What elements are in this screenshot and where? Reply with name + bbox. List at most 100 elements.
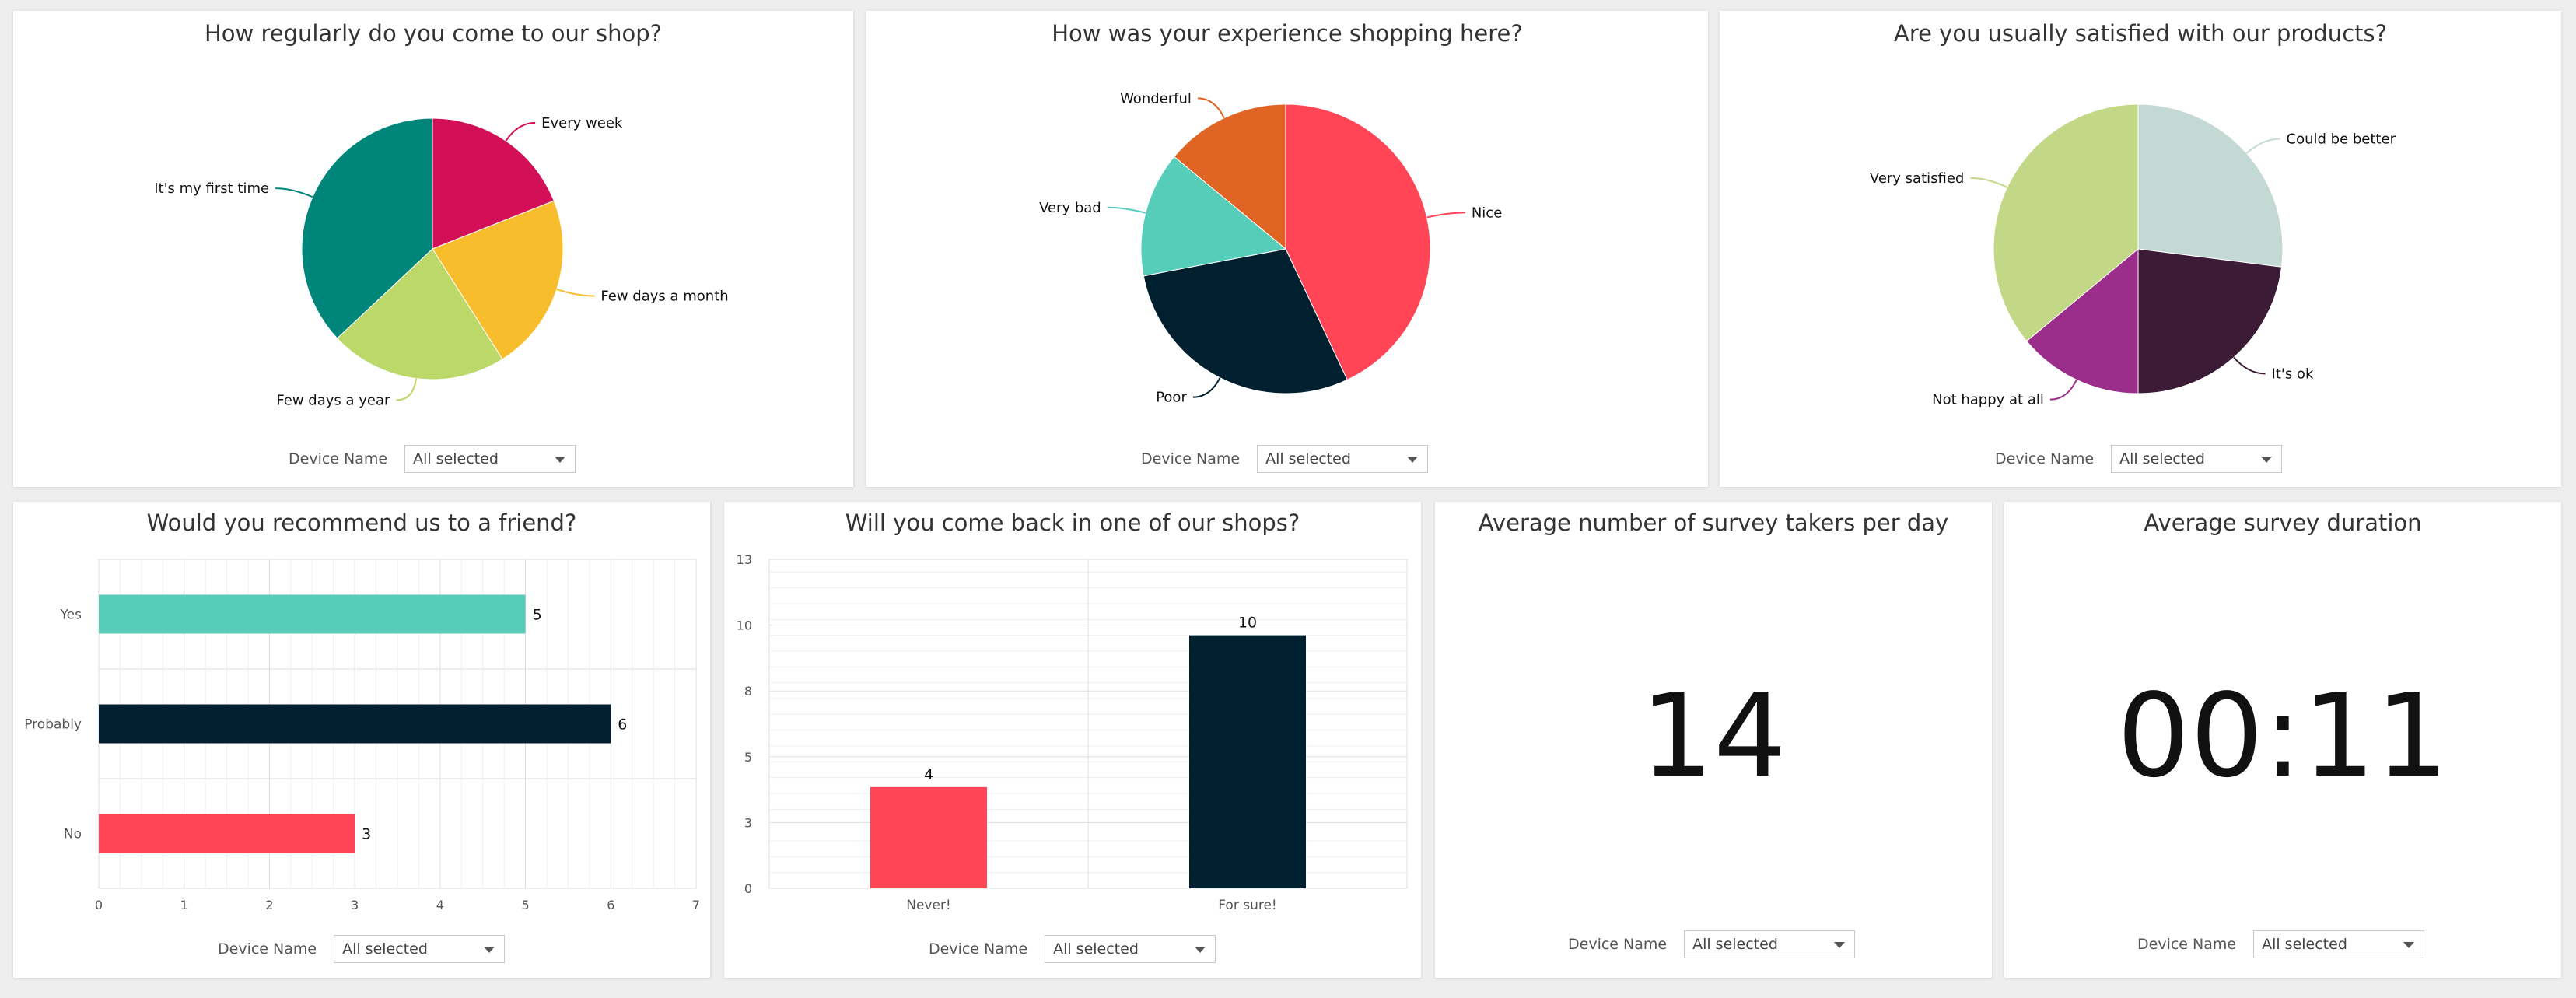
- y-category-label: No: [64, 827, 82, 842]
- y-tick-label: 0: [744, 881, 752, 896]
- pie-leader-line: [556, 288, 595, 297]
- pie-leader-line: [1192, 377, 1221, 398]
- pie-slice-label: Few days a month: [600, 289, 728, 305]
- x-tick-label: 4: [436, 898, 444, 912]
- y-tick-label: 13: [737, 552, 752, 567]
- device-filter-value: All selected: [1692, 936, 1778, 953]
- bar[interactable]: [870, 786, 987, 888]
- bar-chart-come-back: 0 3 5 8 10 13 Never! 4 For sure! 10: [737, 552, 1408, 913]
- device-filter-select[interactable]: All selected: [1045, 935, 1216, 963]
- pie-slice[interactable]: [2137, 248, 2283, 394]
- x-tick-label: 2: [265, 898, 273, 912]
- x-tick-label: 0: [95, 898, 103, 912]
- pie-leader-line: [396, 378, 417, 401]
- y-category-label: Yes: [60, 608, 82, 623]
- chevron-down-icon: [1407, 457, 1419, 463]
- pie-slice[interactable]: [2137, 103, 2284, 268]
- device-filter[interactable]: Device Name All selected: [929, 935, 1216, 963]
- device-filter-select[interactable]: All selected: [2111, 445, 2283, 473]
- device-filter-label: Device Name: [1568, 936, 1668, 953]
- bar[interactable]: [99, 704, 611, 744]
- pie-slice[interactable]: [301, 117, 433, 339]
- device-filter[interactable]: Device Name All selected: [1568, 930, 1856, 958]
- pie-slice-label: Few days a year: [276, 392, 390, 408]
- device-filter-value: All selected: [342, 940, 428, 958]
- device-filter-label: Device Name: [1141, 450, 1241, 467]
- pie-slice[interactable]: [2025, 247, 2139, 394]
- x-tick-label: 6: [607, 898, 614, 912]
- y-tick-label: 5: [744, 750, 752, 765]
- device-filter[interactable]: Device Name All selected: [1995, 445, 2283, 473]
- x-tick-label: 1: [180, 898, 188, 912]
- pie-card-satisfaction: Are you usually satisfied with our produ…: [1720, 11, 2561, 487]
- device-filter-select[interactable]: All selected: [2253, 930, 2425, 958]
- bar-value-label: 4: [924, 766, 933, 783]
- pie-slice[interactable]: [1143, 248, 1348, 394]
- bar[interactable]: [99, 594, 526, 634]
- chart-title: How regularly do you come to our shop?: [204, 20, 663, 47]
- device-filter-value: All selected: [1265, 450, 1351, 467]
- pie-slice[interactable]: [1993, 103, 2139, 342]
- bar-value-label: 5: [533, 607, 542, 624]
- device-filter-label: Device Name: [1995, 450, 2095, 467]
- device-filter-select[interactable]: All selected: [404, 445, 576, 473]
- device-filter[interactable]: Device Name All selected: [2137, 930, 2425, 958]
- pie-slice-label: Could be better: [2287, 131, 2396, 147]
- pie-slice[interactable]: [432, 200, 564, 360]
- device-filter-value: All selected: [1053, 940, 1139, 958]
- device-filter-label: Device Name: [2137, 936, 2237, 953]
- pie-leader-line: [2049, 379, 2077, 401]
- device-filter-value: All selected: [413, 450, 499, 467]
- bar[interactable]: [1189, 635, 1306, 888]
- x-category-label: Never!: [906, 898, 951, 913]
- kpi-value: 00:11: [2116, 669, 2449, 803]
- kpi-card-survey-takers: Average number of survey takers per day …: [1435, 502, 1992, 978]
- bar-card-come-back: Will you come back in one of our shops? …: [724, 502, 1421, 978]
- pie-chart-shop-frequency: Every week Few days a month Few days a yea…: [154, 115, 728, 409]
- chevron-down-icon: [555, 457, 566, 463]
- pie-slice-label: Every week: [541, 115, 623, 131]
- pie-slice-label: Very bad: [1039, 200, 1101, 216]
- device-filter-label: Device Name: [218, 940, 317, 958]
- x-tick-label: 5: [521, 898, 529, 912]
- pie-leader-line: [1107, 206, 1146, 214]
- pie-chart-satisfaction: Could be better It's ok Not happy at all Ve…: [1870, 103, 2396, 408]
- pie-chart-experience: Nice Poor Very bad Wonderful: [1039, 90, 1502, 405]
- device-filter-select[interactable]: All selected: [334, 935, 506, 963]
- pie-slice[interactable]: [432, 117, 555, 250]
- device-filter[interactable]: Device Name All selected: [1141, 445, 1429, 473]
- pie-leader-line: [275, 187, 313, 198]
- pie-leader-line: [1197, 97, 1225, 119]
- device-filter[interactable]: Device Name All selected: [218, 935, 506, 963]
- chart-title: Will you come back in one of our shops?: [845, 510, 1300, 536]
- bar-chart-recommend: 0 1 2 3 4 5 6 7 Yes 5 Probably 6 No 3: [24, 559, 700, 912]
- device-filter[interactable]: Device Name All selected: [289, 445, 576, 473]
- kpi-title: Average survey duration: [2144, 510, 2422, 536]
- kpi-title: Average number of survey takers per day: [1478, 510, 1949, 536]
- device-filter-value: All selected: [2262, 936, 2347, 953]
- device-filter-select[interactable]: All selected: [1684, 930, 1856, 958]
- pie-slice[interactable]: [1140, 156, 1287, 277]
- pie-slice-label: Nice: [1472, 205, 1502, 221]
- chevron-down-icon: [2261, 457, 2273, 463]
- chevron-down-icon: [2403, 942, 2415, 948]
- pie-slice-label: Very satisfied: [1870, 170, 1964, 187]
- pie-slice[interactable]: [1285, 103, 1431, 380]
- device-filter-label: Device Name: [929, 940, 1028, 958]
- pie-slice-label: It's my first time: [154, 180, 269, 197]
- y-tick-label: 8: [744, 684, 752, 699]
- device-filter-select[interactable]: All selected: [1257, 445, 1429, 473]
- chevron-down-icon: [1195, 947, 1206, 953]
- chart-title: Are you usually satisfied with our produ…: [1893, 20, 2388, 47]
- pie-slice[interactable]: [1173, 103, 1286, 250]
- y-tick-label: 3: [744, 815, 752, 830]
- chevron-down-icon: [1834, 942, 1846, 948]
- pie-leader-line: [1426, 212, 1465, 219]
- chart-title: Would you recommend us to a friend?: [146, 510, 577, 536]
- x-tick-label: 7: [692, 898, 700, 912]
- bar[interactable]: [99, 814, 355, 853]
- bar-card-recommend: Would you recommend us to a friend? 0 1 2 3…: [13, 502, 710, 978]
- pie-slice-label: Wonderful: [1120, 90, 1192, 107]
- pie-slice-label: Not happy at all: [1932, 392, 2044, 408]
- pie-leader-line: [505, 121, 536, 142]
